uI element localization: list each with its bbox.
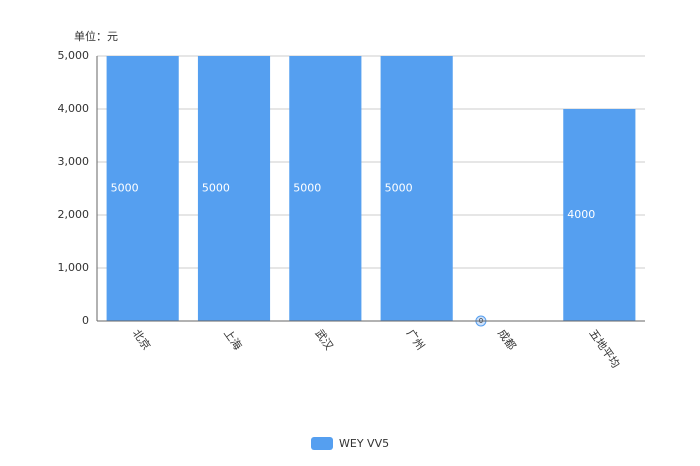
bar: [197, 56, 271, 321]
x-tick-label: 成都: [495, 327, 518, 352]
y-tick-label: 1,000: [58, 261, 90, 274]
value-label: 5000: [202, 182, 230, 195]
value-label: 5000: [293, 182, 321, 195]
y-tick-label: 3,000: [58, 155, 90, 168]
x-tick-label: 五地平均: [586, 327, 622, 370]
y-axis-label: 单位：元: [74, 29, 118, 43]
bar: [380, 56, 453, 321]
x-tick-label: 北京: [130, 326, 154, 352]
bar: [106, 56, 179, 321]
y-tick-label: 5,000: [58, 49, 90, 62]
y-tick-label: 4,000: [58, 102, 90, 115]
x-tick-label: 广州: [404, 327, 427, 352]
value-label: 5000: [385, 182, 413, 195]
x-tick-label: 上海: [221, 326, 245, 352]
y-tick-label: 0: [82, 314, 89, 327]
value-label: 4000: [567, 208, 595, 221]
bar: [563, 109, 636, 321]
x-tick-label: 武汉: [312, 327, 335, 352]
legend-label: WEY VV5: [339, 437, 389, 450]
bar: [289, 56, 362, 321]
y-tick-label: 2,000: [58, 208, 90, 221]
legend-swatch: [311, 437, 333, 450]
value-label: 5000: [111, 182, 139, 195]
